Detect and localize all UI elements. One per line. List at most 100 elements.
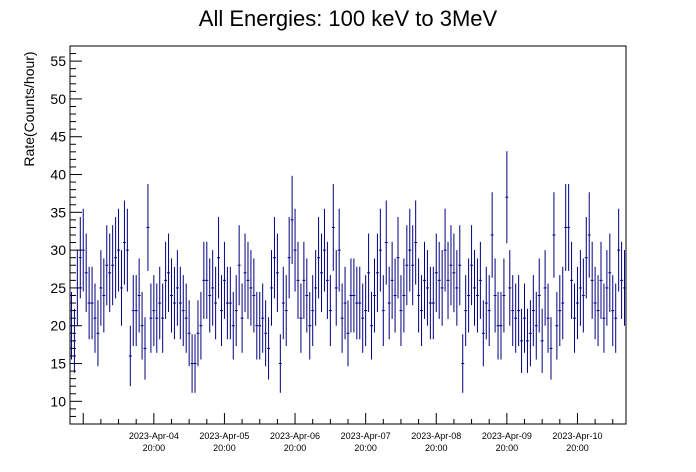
data-point — [190, 334, 194, 393]
x-axis: 2023-Apr-04 20:00 2023-Apr-05 20:00 2023-Apr… — [82, 413, 614, 453]
data-point — [143, 317, 147, 380]
data-point — [440, 250, 444, 326]
y-tick-label: 10 — [50, 393, 66, 409]
data-point — [414, 200, 418, 285]
y-tick-label: 35 — [50, 204, 66, 220]
data-point — [399, 275, 403, 347]
y-axis-label: Rate(Counts/hour) — [21, 51, 37, 166]
x-tick-time: 20:00 — [143, 443, 166, 453]
data-point — [596, 275, 600, 347]
data-point — [508, 250, 512, 326]
data-point — [590, 241, 594, 319]
data-point — [211, 250, 215, 326]
data-point — [149, 283, 153, 353]
data-point — [105, 225, 109, 306]
data-point — [475, 258, 479, 333]
data-point — [461, 334, 465, 393]
data-point — [387, 266, 391, 340]
data-point — [181, 275, 185, 347]
data-point — [437, 241, 441, 319]
data-point — [408, 208, 412, 292]
data-point — [564, 184, 568, 271]
data-point — [549, 317, 553, 380]
data-point — [373, 258, 376, 333]
data-point — [375, 233, 379, 313]
data-point — [249, 250, 253, 326]
data-point — [337, 208, 341, 292]
data-point — [78, 216, 82, 299]
data-point — [367, 233, 371, 313]
y-tick-label: 40 — [50, 167, 66, 183]
data-point — [334, 250, 338, 326]
data-point — [290, 175, 294, 264]
y-tick-label: 25 — [50, 280, 66, 296]
data-point — [381, 275, 385, 347]
data-point — [525, 308, 529, 373]
data-point — [534, 291, 538, 360]
data-point — [214, 266, 218, 340]
data-point — [305, 258, 309, 333]
data-point — [449, 225, 453, 306]
data-point — [222, 241, 226, 319]
data-point — [581, 258, 585, 333]
data-point — [140, 291, 144, 360]
data-point — [228, 266, 232, 340]
data-point — [378, 208, 382, 292]
data-point — [270, 250, 273, 326]
data-point — [546, 283, 550, 353]
data-point — [464, 275, 468, 347]
data-point — [587, 192, 591, 278]
x-tick-time: 20:00 — [496, 443, 519, 453]
data-point — [599, 241, 603, 319]
data-point — [481, 300, 485, 367]
data-point — [193, 334, 197, 393]
chart-title: All Energies: 100 keV to 3MeV — [199, 6, 498, 31]
data-point — [184, 283, 188, 353]
data-point — [505, 151, 509, 244]
data-point — [93, 283, 97, 353]
data-point — [514, 283, 518, 353]
data-point — [364, 275, 368, 347]
data-point — [493, 258, 497, 333]
data-point — [237, 225, 241, 306]
data-point — [431, 266, 435, 340]
data-point — [225, 266, 229, 340]
data-point — [467, 258, 471, 333]
data-point — [308, 291, 312, 360]
data-point — [125, 208, 129, 292]
data-point — [487, 275, 491, 347]
data-point — [187, 300, 191, 367]
data-point — [205, 241, 209, 319]
data-point — [243, 233, 247, 313]
data-point — [161, 283, 165, 353]
data-point — [575, 266, 579, 340]
data-point — [455, 250, 459, 326]
data-point — [593, 266, 597, 340]
data-point — [393, 258, 397, 333]
x-tick-time: 20:00 — [354, 443, 377, 453]
data-point — [152, 275, 156, 347]
data-point — [170, 258, 173, 333]
data-point — [517, 275, 521, 347]
data-point — [175, 250, 179, 326]
data-point — [614, 283, 618, 353]
data-point — [72, 308, 76, 373]
data-point — [623, 250, 626, 326]
data-point — [540, 308, 544, 373]
data-point — [511, 275, 515, 347]
data-point — [523, 283, 526, 353]
data-point — [428, 266, 432, 340]
data-point — [272, 216, 276, 299]
data-point — [611, 275, 615, 347]
data-point — [246, 241, 250, 319]
data-point — [199, 291, 203, 360]
data-point — [81, 208, 85, 292]
data-point — [314, 250, 318, 326]
y-tick-label: 50 — [50, 91, 66, 107]
data-point — [370, 291, 374, 360]
data-point — [178, 266, 182, 340]
data-point — [137, 258, 141, 333]
data-point — [478, 241, 482, 319]
data-point — [217, 216, 221, 299]
data-point — [420, 275, 424, 347]
